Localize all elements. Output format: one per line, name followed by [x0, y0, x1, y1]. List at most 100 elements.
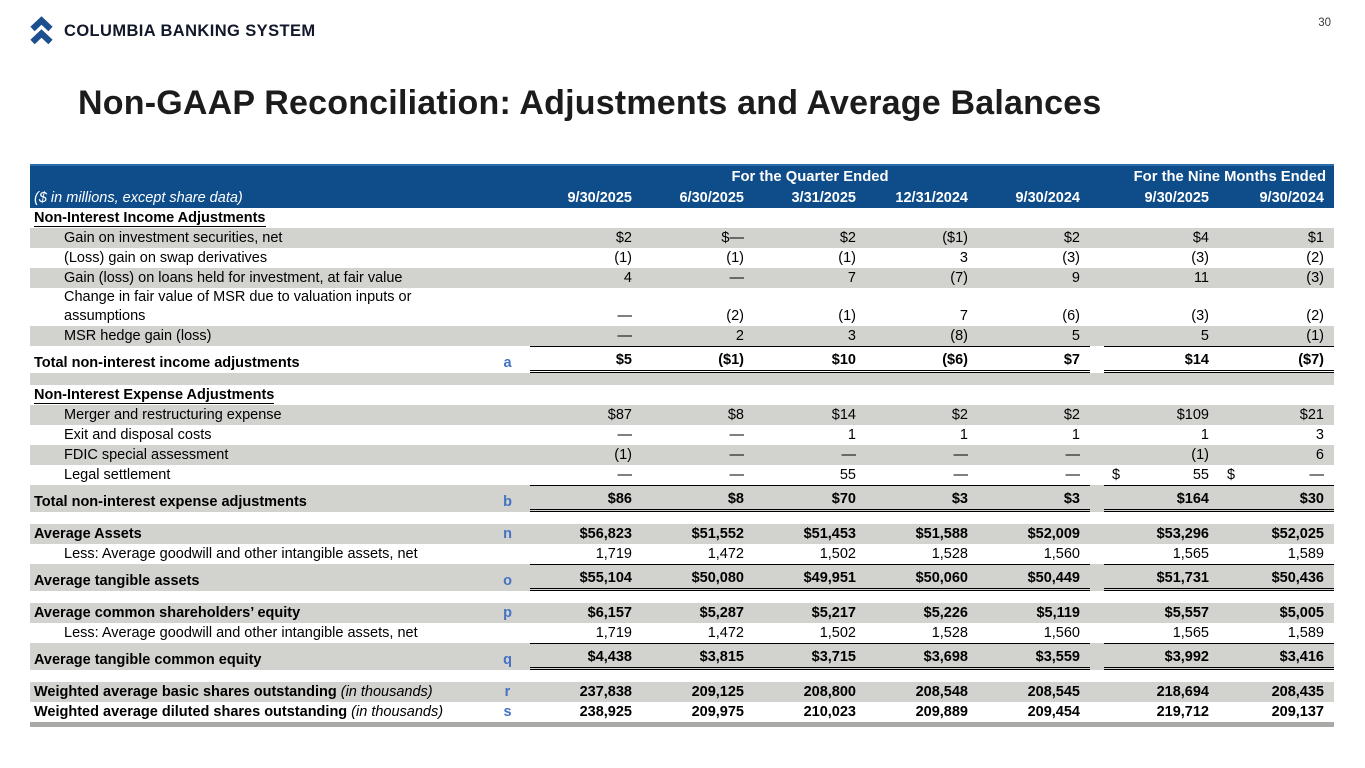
value-cell: 219,712 [1156, 704, 1209, 720]
value-cell: (2) [1306, 308, 1324, 324]
column-group-quarter: For the Quarter Ended [731, 169, 889, 185]
table-row: (Loss) gain on swap derivatives (1) (1) (1)… [30, 248, 1334, 268]
value-cell: 209,137 [1271, 704, 1324, 720]
table-spacer-row [30, 591, 1334, 603]
value-cell: — [953, 467, 969, 483]
value-cell: $50,436 [1219, 564, 1334, 591]
value-cell: $5,226 [923, 605, 968, 621]
table-row: FDIC special assessment (1) — — — — (1) 6 [30, 445, 1334, 465]
value-cell: ($1) [642, 346, 754, 373]
table-row: Change in fair value of MSR due to valua… [30, 288, 1334, 326]
table-row: Gain (loss) on loans held for investment… [30, 268, 1334, 288]
value-cell: 209,454 [1027, 704, 1080, 720]
table-row: Weighted average basic shares outstandin… [30, 682, 1334, 702]
value-cell: ($1) [942, 230, 968, 246]
value-cell: — [617, 308, 633, 324]
brand-name: COLUMBIA BANKING SYSTEM [64, 22, 316, 40]
value-cell: 1,565 [1172, 546, 1209, 562]
footnote-ref: a [503, 355, 512, 371]
value-cell: $30 [1219, 485, 1334, 512]
value-cell: $5,005 [1279, 605, 1324, 621]
row-label: Total non-interest expense adjustments [34, 494, 307, 510]
value-cell: $8 [727, 407, 744, 423]
row-label: Gain (loss) on loans held for investment… [64, 270, 403, 286]
value-cell: 1,560 [1043, 546, 1080, 562]
value-cell: 210,023 [803, 704, 856, 720]
row-label: Legal settlement [64, 467, 171, 483]
table-row: Merger and restructuring expense $87 $8 $14… [30, 405, 1334, 425]
value-cell: $51,453 [803, 526, 856, 542]
value-cell: (1) [1306, 328, 1324, 344]
column-header: 3/31/2025 [791, 190, 856, 206]
value-cell: $87 [607, 407, 632, 423]
value-cell: — [617, 467, 633, 483]
value-cell: $21 [1299, 407, 1324, 423]
value-cell: — [1065, 467, 1081, 483]
value-cell: — [729, 467, 745, 483]
value-cell: — [729, 447, 745, 463]
value-cell: $3,559 [978, 643, 1090, 670]
value-cell: 238,925 [579, 704, 632, 720]
row-label: Average Assets [34, 526, 142, 542]
value-cell: (2) [726, 308, 744, 324]
column-group-nine-months: For the Nine Months Ended [1133, 169, 1326, 185]
row-label: Exit and disposal costs [64, 427, 212, 443]
page-title: Non-GAAP Reconciliation: Adjustments and… [78, 84, 1102, 122]
table-spacer-row [30, 512, 1334, 524]
value-cell: $51,552 [691, 526, 744, 542]
row-label: Weighted average diluted shares outstand… [34, 704, 444, 720]
value-cell: 9 [1071, 270, 1080, 286]
table-row: MSR hedge gain (loss) — 2 3 (8) 5 5 (1) [30, 326, 1334, 346]
value-cell: 1,472 [707, 625, 744, 641]
row-label: Average tangible common equity [34, 652, 262, 668]
row-label: MSR hedge gain (loss) [64, 328, 212, 344]
value-cell: $52,009 [1027, 526, 1080, 542]
value-cell: 208,545 [1027, 684, 1080, 700]
value-cell: $56,823 [579, 526, 632, 542]
value-cell: 11 [1193, 270, 1209, 286]
table-row: Non-Interest Expense Adjustments [30, 385, 1334, 405]
value-cell: (1) [1191, 447, 1209, 463]
value-cell: 7 [847, 270, 856, 286]
table-row: Non-Interest Income Adjustments [30, 208, 1334, 228]
value-cell: 1,565 [1172, 625, 1209, 641]
value-cell: 3 [847, 328, 856, 344]
value-cell: $8 [642, 485, 754, 512]
value-cell: (3) [1191, 308, 1209, 324]
double-chevron-up-icon [30, 16, 53, 45]
value-cell: — [617, 328, 633, 344]
value-cell: 1 [959, 427, 968, 443]
value-cell: $5,287 [699, 605, 744, 621]
value-cell: (7) [950, 270, 968, 286]
value-cell: 1,502 [819, 546, 856, 562]
row-label: Less: Average goodwill and other intangi… [64, 625, 418, 641]
value-cell: $7 [978, 346, 1090, 373]
column-header: 9/30/2024 [1259, 190, 1324, 206]
value-cell: $55,104 [530, 564, 642, 591]
value-cell: $3 [866, 485, 978, 512]
table-row: Average tangible assets o $55,104 $50,080 $4… [30, 564, 1334, 591]
value-cell: — [729, 427, 745, 443]
table-row: Less: Average goodwill and other intangi… [30, 544, 1334, 564]
row-label: Weighted average basic shares outstandin… [34, 684, 433, 700]
value-cell: (3) [1062, 250, 1080, 266]
row-label: Change in fair value of MSR due to valua… [64, 289, 412, 324]
value-cell: $50,060 [866, 564, 978, 591]
value-cell: $6,157 [587, 605, 632, 621]
column-header: 9/30/2025 [1144, 190, 1209, 206]
value-cell: $49,951 [754, 564, 866, 591]
footnote-ref: q [503, 652, 512, 668]
footnote-ref: p [503, 605, 512, 621]
footnote-ref: s [503, 704, 512, 720]
value-cell: $14 [831, 407, 856, 423]
value-cell: (3) [1306, 270, 1324, 286]
value-cell: $3,815 [642, 643, 754, 670]
units-note: ($ in millions, except share data) [34, 190, 243, 206]
row-label: Gain on investment securities, net [64, 230, 283, 246]
value-cell: 1 [847, 427, 856, 443]
table-row: Average tangible common equity q $4,438 $3,… [30, 643, 1334, 670]
value-cell: ($7) [1219, 346, 1334, 373]
value-cell: 208,800 [803, 684, 856, 700]
value-cell: $109 [1176, 407, 1209, 423]
table-row: Average Assets n $56,823 $51,552 $51,453 $51,… [30, 524, 1334, 544]
